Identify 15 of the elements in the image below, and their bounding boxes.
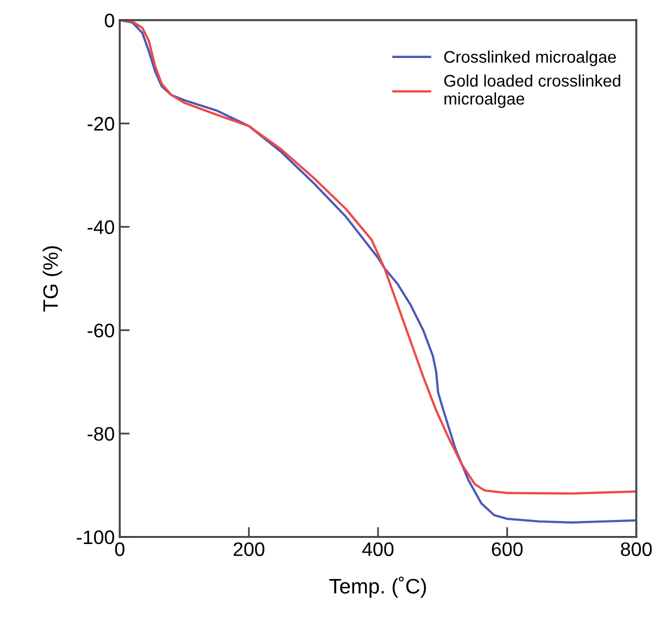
- y-tick-label: -100: [76, 530, 114, 544]
- x-tick-label: 0: [115, 542, 124, 556]
- y-tick-label: -40: [88, 220, 114, 234]
- x-axis-title: Temp. (˚C): [329, 576, 426, 598]
- x-tick-label: 200: [234, 542, 264, 556]
- y-tick-label: 0: [104, 14, 114, 28]
- x-tick-label: 400: [362, 542, 394, 556]
- y-tick-label: -20: [88, 116, 114, 131]
- y-tick-label: -80: [88, 427, 114, 441]
- y-tick-label: -60: [88, 324, 114, 338]
- legend-label: Crosslinked microalgae: [444, 50, 616, 66]
- legend-label: Gold loaded crosslinked microalgae: [444, 74, 620, 108]
- x-tick-label: 600: [492, 542, 523, 556]
- y-axis-title: TG (%): [42, 246, 62, 312]
- x-tick-label: 800: [620, 542, 652, 556]
